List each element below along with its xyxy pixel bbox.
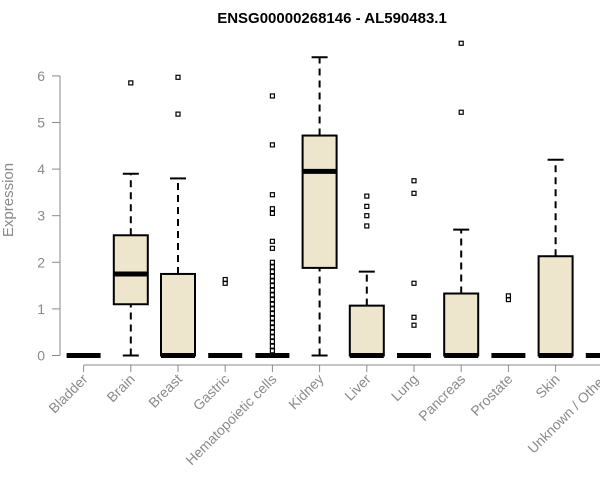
outlier-point [175, 111, 181, 117]
outlier-point [269, 283, 275, 289]
outlier-point [269, 273, 275, 279]
y-tick-label: 1 [37, 301, 45, 317]
box-hematopoietic-cells [255, 93, 290, 358]
box-skin [537, 158, 574, 358]
outlier-point [364, 193, 370, 199]
outlier-point [269, 301, 275, 307]
box-unknown-other [585, 353, 600, 358]
outlier-point [364, 203, 370, 209]
y-tick-label: 2 [37, 254, 45, 270]
outlier-point [269, 324, 275, 331]
outlier-point [269, 306, 275, 312]
y-tick-label: 0 [37, 348, 45, 364]
outlier-point [269, 315, 275, 321]
outlier-point [269, 206, 275, 212]
outlier-point [411, 178, 417, 184]
outlier-point [269, 334, 275, 340]
outlier-point [458, 40, 464, 46]
y-tick-label: 3 [37, 208, 45, 224]
outlier-point [364, 223, 370, 229]
outlier-point [269, 210, 275, 216]
outlier-point [269, 245, 275, 251]
boxes-group [66, 40, 600, 358]
outlier-point [269, 320, 275, 326]
x-tick-label: Kidney [285, 371, 327, 413]
box-body [112, 234, 149, 306]
x-tick-label: Brain [103, 371, 137, 405]
outlier-point [458, 109, 464, 115]
outlier-point [505, 293, 511, 299]
outlier-point [269, 93, 275, 99]
y-axis-label: Expression [0, 163, 17, 237]
outlier-point [269, 264, 275, 270]
x-tick-label: Breast [145, 371, 185, 411]
x-tick-label: Skin [532, 371, 563, 402]
outlier-point [269, 338, 275, 345]
outlier-point [411, 314, 417, 320]
outlier-point [269, 269, 275, 275]
x-tick-label: Hematopoietic cells [182, 371, 279, 468]
y-axis: 0 1 2 3 4 5 6 [37, 68, 61, 364]
y-tick-label: 4 [37, 161, 45, 177]
box-prostate [491, 293, 526, 358]
outlier-point [411, 190, 417, 196]
box-body [443, 292, 480, 357]
y-tick-label: 5 [37, 115, 45, 131]
outlier-point [128, 80, 134, 86]
chart-title: ENSG00000268146 - AL590483.1 [217, 10, 447, 27]
box-brain [112, 80, 149, 357]
outlier-point [175, 74, 181, 80]
x-tick-label: Lung [388, 371, 421, 404]
box-body [537, 255, 574, 357]
box-body [160, 272, 196, 357]
box-body [301, 134, 338, 269]
outlier-point [269, 259, 275, 265]
box-lung [397, 178, 431, 358]
outlier-point [269, 142, 275, 148]
y-tick-label: 6 [37, 68, 45, 84]
outlier-point [269, 348, 275, 354]
outlier-point [269, 310, 275, 317]
box-liver [348, 193, 385, 358]
outlier-point [269, 287, 275, 293]
x-tick-label: Unknown / Other [524, 371, 600, 457]
box-kidney [301, 56, 338, 357]
outlier-point [269, 292, 275, 298]
outlier-point [269, 192, 275, 198]
x-tick-label: Gastric [190, 371, 233, 414]
outlier-point [222, 276, 228, 283]
outlier-point [269, 296, 275, 303]
box-gastric [208, 276, 243, 358]
box-pancreas [443, 40, 480, 358]
x-tick-label: Bladder [45, 371, 91, 417]
outlier-point [269, 343, 275, 349]
x-tick-label: Pancreas [415, 371, 468, 424]
outlier-point [269, 329, 275, 335]
box-breast [160, 74, 196, 358]
outlier-point [411, 322, 417, 328]
outlier-point [269, 238, 275, 244]
outlier-point [364, 213, 370, 219]
outlier-point [269, 278, 275, 284]
box-body [348, 304, 385, 357]
x-tick-label: Prostate [467, 371, 515, 419]
outlier-point [411, 280, 417, 286]
x-tick-label: Liver [341, 371, 374, 404]
